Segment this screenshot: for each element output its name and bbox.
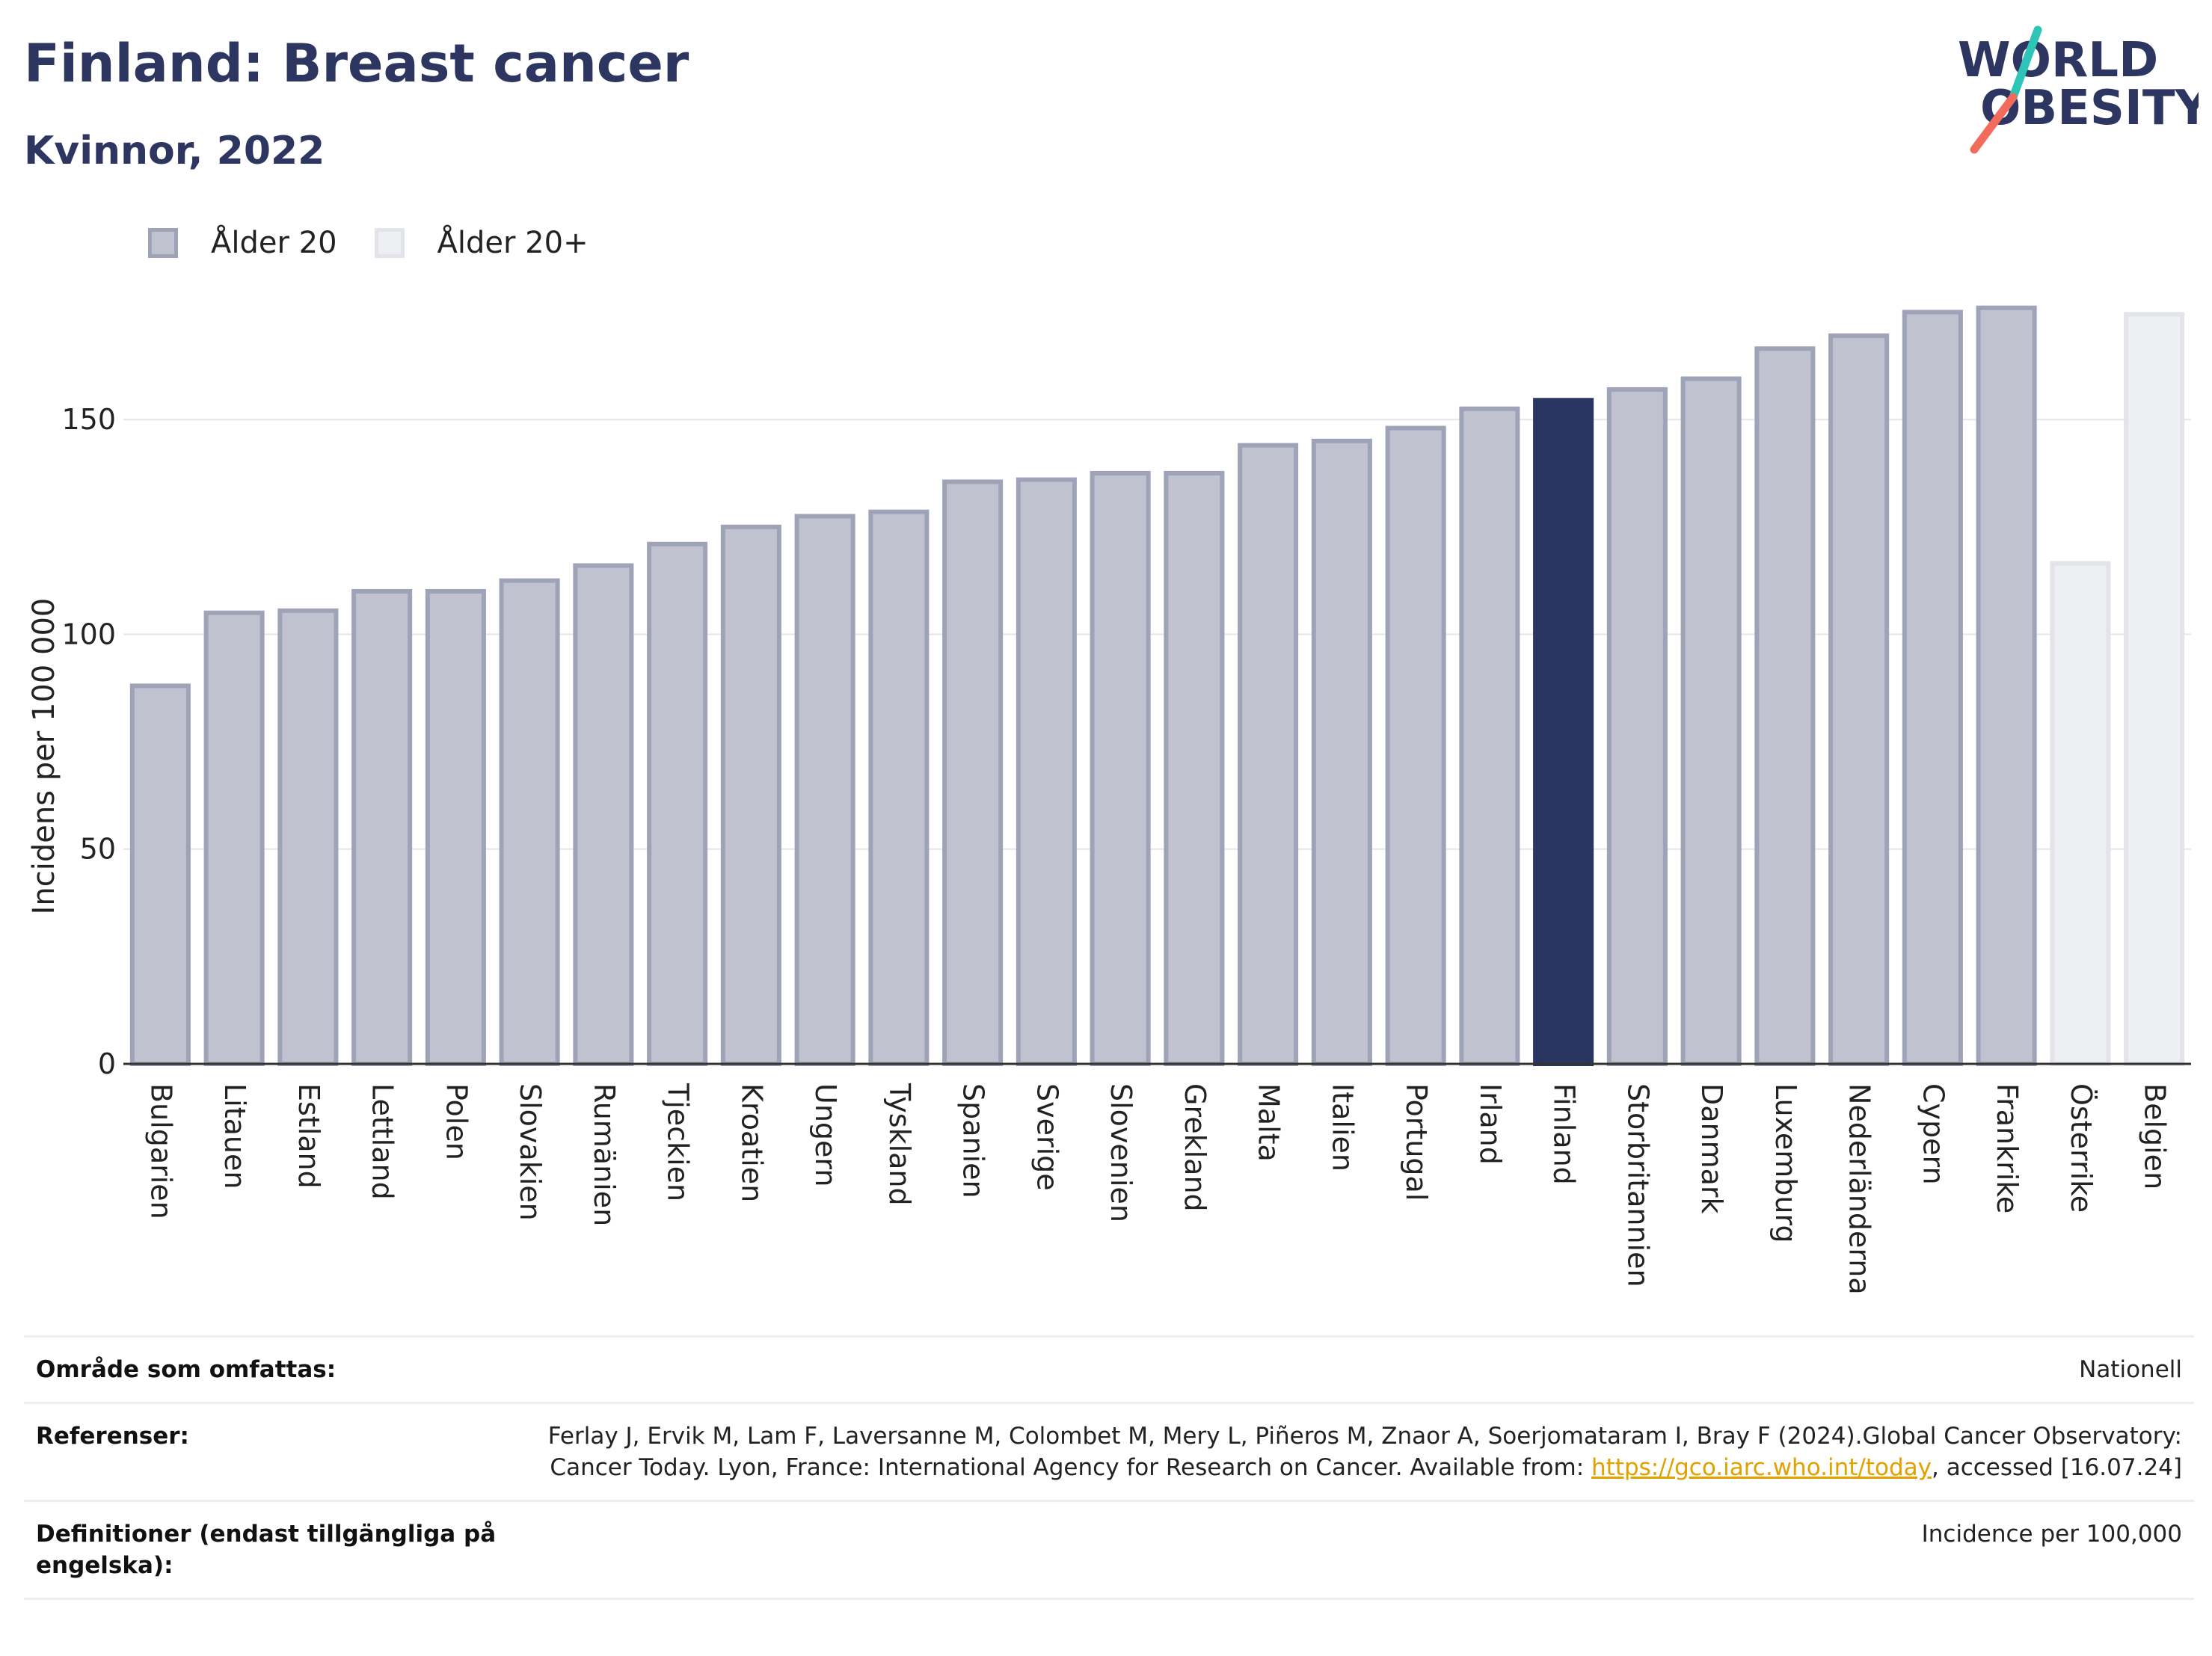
x-tick-label: Cypern [1917, 1083, 1950, 1185]
world-obesity-logo: WORLD OBESITY [1958, 25, 2199, 154]
logo-accent-teal [2009, 25, 2042, 102]
x-tick-label: Österrike [2065, 1083, 2098, 1213]
footer-label-definitions: Definitioner (endast tillgängliga på eng… [36, 1521, 497, 1579]
bar [794, 514, 855, 1066]
x-tick-label: Nederländerna [1843, 1083, 1876, 1295]
x-tick-label: Irland [1474, 1083, 1507, 1165]
legend-item-alder-20-plus[interactable]: Ålder 20+ [374, 226, 589, 260]
bar [499, 578, 560, 1067]
bar [1828, 333, 1890, 1067]
x-tick-label: Finland [1548, 1083, 1581, 1185]
x-tick-label: Storbritannien [1621, 1083, 1654, 1287]
y-tick-label: 0 [98, 1047, 116, 1080]
bar [129, 683, 191, 1066]
bar [277, 608, 339, 1067]
x-tick-label: Malta [1253, 1083, 1285, 1162]
bar [573, 563, 634, 1066]
x-tick-label: Belgien [2139, 1083, 2172, 1189]
legend-swatch-alder-20 [148, 228, 178, 258]
legend-label-alder-20: Ålder 20 [211, 226, 337, 260]
page-subtitle: Kvinnor, 2022 [24, 129, 325, 173]
y-axis-title: Incidens per 100 000 [27, 598, 61, 915]
page-title: Finland: Breast cancer [24, 33, 689, 94]
x-tick-label: Slovakien [514, 1083, 547, 1221]
bar [1976, 305, 2037, 1067]
bar [1090, 470, 1151, 1066]
chart-legend: Ålder 20 Ålder 20+ [148, 224, 626, 262]
x-tick-label: Luxemburg [1769, 1083, 1802, 1243]
logo-accent-coral [1970, 93, 2018, 154]
bar [1238, 443, 1299, 1066]
bar [425, 588, 486, 1067]
x-tick-label: Estland [292, 1083, 325, 1189]
x-tick-label: Italien [1326, 1083, 1359, 1172]
footer-value-references: Ferlay J, Ervik M, Lam F, Laversanne M, … [500, 1420, 2182, 1483]
bar [1533, 398, 1594, 1067]
bar [1754, 346, 1816, 1067]
legend-label-alder-20-plus: Ålder 20+ [437, 226, 589, 260]
bar [1385, 425, 1446, 1067]
bar [1680, 376, 1742, 1067]
x-tick-label: Danmark [1695, 1083, 1728, 1214]
bar [1164, 470, 1225, 1066]
x-tick-label: Portugal [1400, 1083, 1433, 1201]
x-tick-label: Lettland [366, 1083, 399, 1200]
bar [1606, 387, 1668, 1067]
bar [1459, 406, 1520, 1067]
bar [351, 588, 413, 1067]
x-tick-label: Frankrike [1991, 1083, 2024, 1213]
y-tick-label: 100 [61, 618, 116, 650]
footer-label-references: Referenser: [36, 1423, 189, 1450]
x-tick-label: Tjeckien [662, 1083, 695, 1201]
reference-accessed: , accessed [16.07.24] [1931, 1454, 2182, 1481]
x-tick-label: Polen [440, 1083, 473, 1160]
bar [1902, 310, 1963, 1066]
bar [203, 610, 265, 1067]
bar [720, 524, 781, 1066]
footer-row-coverage: Område som omfattas: Nationell [24, 1335, 2194, 1402]
x-tick-label: Ungern [809, 1083, 842, 1186]
footer-label-coverage: Område som omfattas: [36, 1356, 337, 1383]
footer-row-references: Referenser: Ferlay J, Ervik M, Lam F, La… [24, 1402, 2194, 1500]
reference-text: Ferlay J, Ervik M, Lam F, Laversanne M, … [547, 1423, 2182, 1481]
legend-swatch-alder-20-plus [374, 228, 405, 258]
logo-text-world: WORLD [1958, 33, 2158, 88]
bar [942, 479, 1004, 1066]
bar [1311, 438, 1372, 1067]
metadata-footer: Område som omfattas: Nationell Referense… [24, 1335, 2194, 1600]
x-tick-label: Slovenien [1105, 1083, 1137, 1222]
footer-value-definitions: Incidence per 100,000 [1921, 1521, 2182, 1548]
legend-item-alder-20[interactable]: Ålder 20 [148, 226, 337, 260]
bar [868, 509, 930, 1066]
x-tick-label: Kroatien [735, 1083, 768, 1202]
y-tick-label: 50 [80, 833, 116, 866]
bar-chart: 0 50 100 150 Incidens per 100 000 Bulgarien Li… [27, 305, 2191, 1295]
footer-value-coverage: Nationell [2079, 1356, 2182, 1383]
y-tick-label: 150 [61, 403, 116, 436]
x-tick-label: Spanien [957, 1083, 990, 1198]
x-tick-label: Litauen [218, 1083, 251, 1189]
x-tick-label: Bulgarien [144, 1083, 177, 1219]
bar [647, 541, 708, 1066]
x-tick-label: Rumänien [588, 1083, 621, 1226]
bar [2124, 312, 2185, 1066]
bar [2050, 561, 2111, 1066]
x-tick-label: Grekland [1179, 1083, 1211, 1212]
bar [1016, 477, 1077, 1067]
footer-row-definitions: Definitioner (endast tillgängliga på eng… [24, 1500, 2194, 1600]
x-tick-label: Sverige [1030, 1083, 1063, 1191]
x-tick-label: Tyskland [883, 1083, 916, 1206]
reference-link[interactable]: https://gco.iarc.who.int/today [1591, 1454, 1932, 1481]
